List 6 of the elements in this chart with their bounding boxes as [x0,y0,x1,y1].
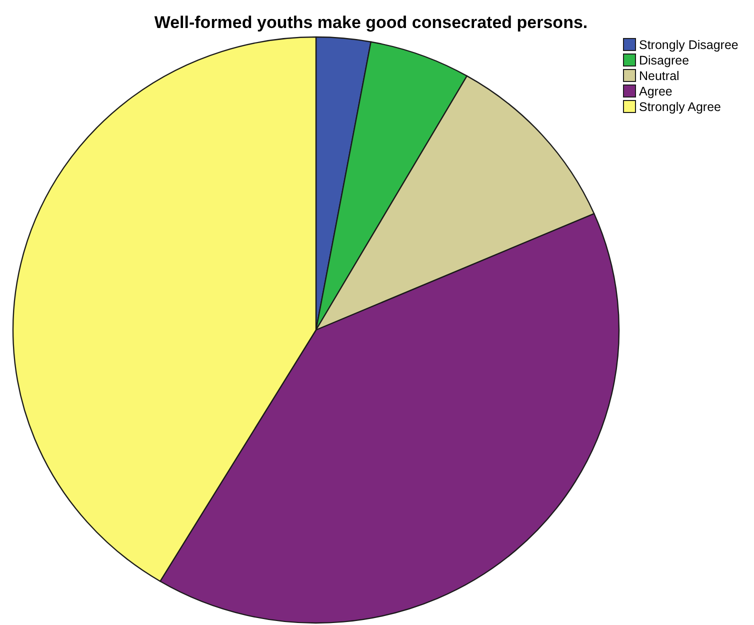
legend-label: Agree [639,84,672,98]
legend-label: Neutral [639,69,680,83]
chart-title: Well-formed youths make good consecrated persons. [154,13,588,32]
legend-label: Disagree [639,54,690,68]
legend-label: Strongly Disagree [639,38,738,52]
legend-label: Strongly Agree [639,100,722,114]
